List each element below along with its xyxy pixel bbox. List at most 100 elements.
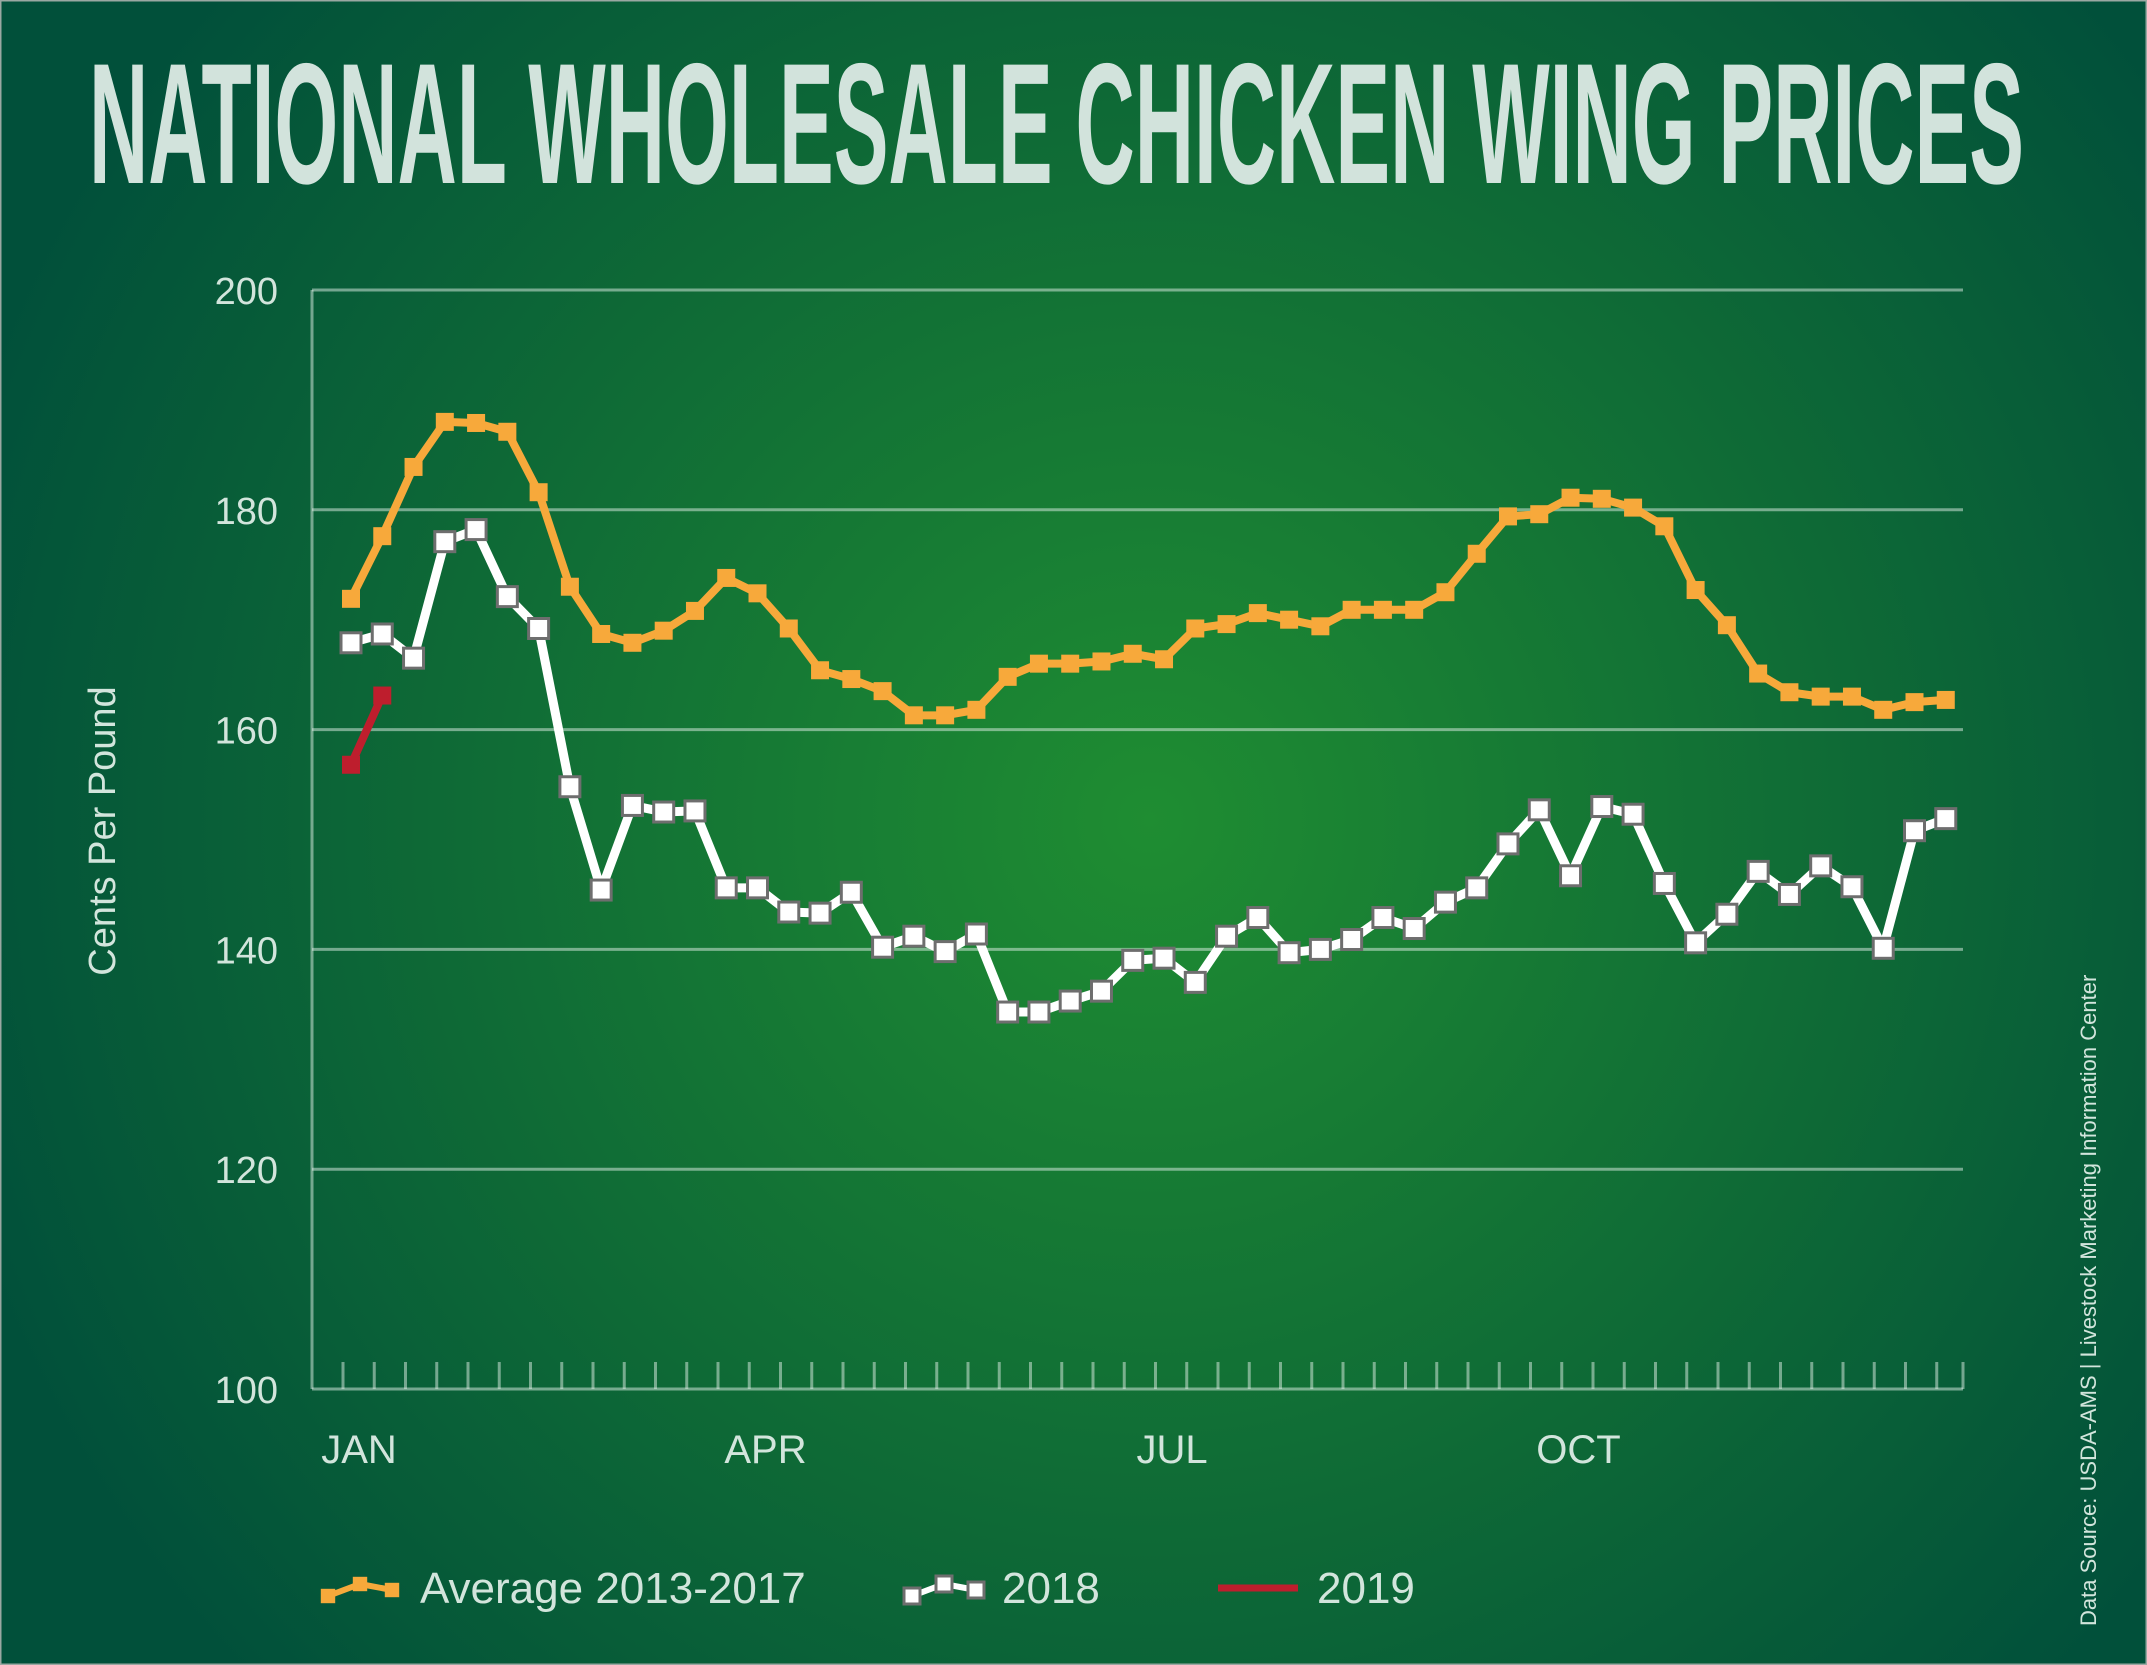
data-point (1652, 871, 1676, 895)
data-point (1027, 1000, 1051, 1024)
data-point (1340, 928, 1364, 952)
data-point (934, 1574, 954, 1594)
data-point (904, 706, 923, 725)
data-point (652, 800, 676, 824)
data-point (1155, 650, 1174, 669)
data-point (1624, 498, 1643, 517)
y-axis-label: Cents Per Pound (82, 686, 124, 975)
data-point (467, 413, 486, 432)
data-point (1746, 859, 1770, 883)
data-point (1402, 917, 1426, 941)
data-point (1496, 832, 1520, 856)
data-point (683, 799, 707, 823)
x-tick-label: JAN (321, 1428, 397, 1472)
x-tick-label: OCT (1536, 1428, 1620, 1472)
legend: Average 2013-2017 2018 2019 (320, 1564, 1415, 1613)
data-point (1840, 875, 1864, 899)
data-point (370, 622, 394, 646)
data-point (1248, 604, 1267, 623)
data-point (1183, 970, 1207, 994)
series-2019 (342, 686, 392, 774)
data-point (1686, 581, 1705, 600)
y-tick-labels: 100 120 140 160 180 200 (215, 271, 278, 1412)
data-point (808, 901, 832, 925)
data-point (558, 775, 582, 799)
data-point (685, 601, 704, 620)
x-tick-labels: JAN APR JUL OCT (321, 1428, 1621, 1472)
data-point (1373, 600, 1392, 619)
x-tick-label: JUL (1136, 1428, 1207, 1472)
legend-label: 2018 (1002, 1564, 1100, 1613)
data-point (966, 1580, 986, 1600)
data-point (1089, 979, 1113, 1003)
data-point (1936, 690, 1955, 709)
data-point (1874, 700, 1893, 719)
data-point (902, 924, 926, 948)
legend-item: 2018 (902, 1564, 1100, 1613)
data-point (1277, 941, 1301, 965)
data-point (620, 793, 644, 817)
data-point (342, 589, 360, 608)
data-point (527, 616, 551, 640)
data-point (402, 646, 426, 670)
data-point (1186, 619, 1205, 638)
data-point (373, 527, 392, 546)
data-point (1905, 693, 1924, 712)
y-tick-label: 180 (215, 491, 278, 533)
data-point (1809, 854, 1833, 878)
data-point (654, 621, 673, 640)
data-point (1092, 652, 1111, 671)
legend-label: Average 2013-2017 (420, 1564, 806, 1613)
data-point (748, 584, 767, 603)
data-point (1590, 795, 1614, 819)
data-point (967, 700, 986, 719)
legend-label: 2019 (1317, 1564, 1415, 1613)
data-point (560, 577, 579, 596)
series-2018 (339, 518, 1958, 1024)
data-point (352, 1576, 368, 1592)
data-point (1903, 819, 1926, 843)
data-point (384, 1582, 400, 1598)
data-point (1527, 798, 1551, 822)
data-point (495, 585, 519, 609)
data-point (1592, 489, 1611, 508)
data-point (342, 755, 360, 774)
data-point (1530, 505, 1549, 524)
data-point (1152, 946, 1176, 970)
data-point (1029, 654, 1048, 673)
data-point (1217, 615, 1236, 634)
series-line (347, 417, 1947, 720)
data-point (1871, 936, 1895, 960)
data-point (435, 412, 454, 431)
data-point (1308, 937, 1332, 961)
data-point (839, 880, 863, 904)
y-tick-label: 160 (215, 711, 278, 753)
data-point (623, 633, 642, 652)
y-tick-label: 140 (215, 930, 278, 972)
series-line (347, 693, 386, 767)
data-point (339, 631, 363, 655)
data-point (936, 706, 955, 725)
data-point (592, 624, 611, 643)
data-point (1934, 807, 1958, 831)
data-point (1058, 989, 1082, 1013)
x-tick-label: APR (724, 1428, 806, 1472)
data-point (1749, 664, 1768, 683)
data-point (933, 940, 957, 964)
data-point (1559, 864, 1583, 888)
data-point (998, 667, 1017, 686)
data-point (1621, 802, 1645, 826)
data-point (464, 518, 488, 542)
data-point (1717, 616, 1736, 635)
data-point (1371, 906, 1395, 930)
data-point (1405, 600, 1424, 619)
data-point (1311, 617, 1330, 636)
data-point (589, 878, 613, 902)
data-point (871, 935, 895, 959)
data-point (1246, 906, 1270, 930)
axes (310, 290, 1965, 1391)
data-point (777, 900, 801, 924)
data-source: Data Source: USDA-AMS | Livestock Market… (2076, 975, 2101, 1626)
data-point (873, 682, 892, 701)
legend-item: 2019 (1218, 1564, 1415, 1613)
